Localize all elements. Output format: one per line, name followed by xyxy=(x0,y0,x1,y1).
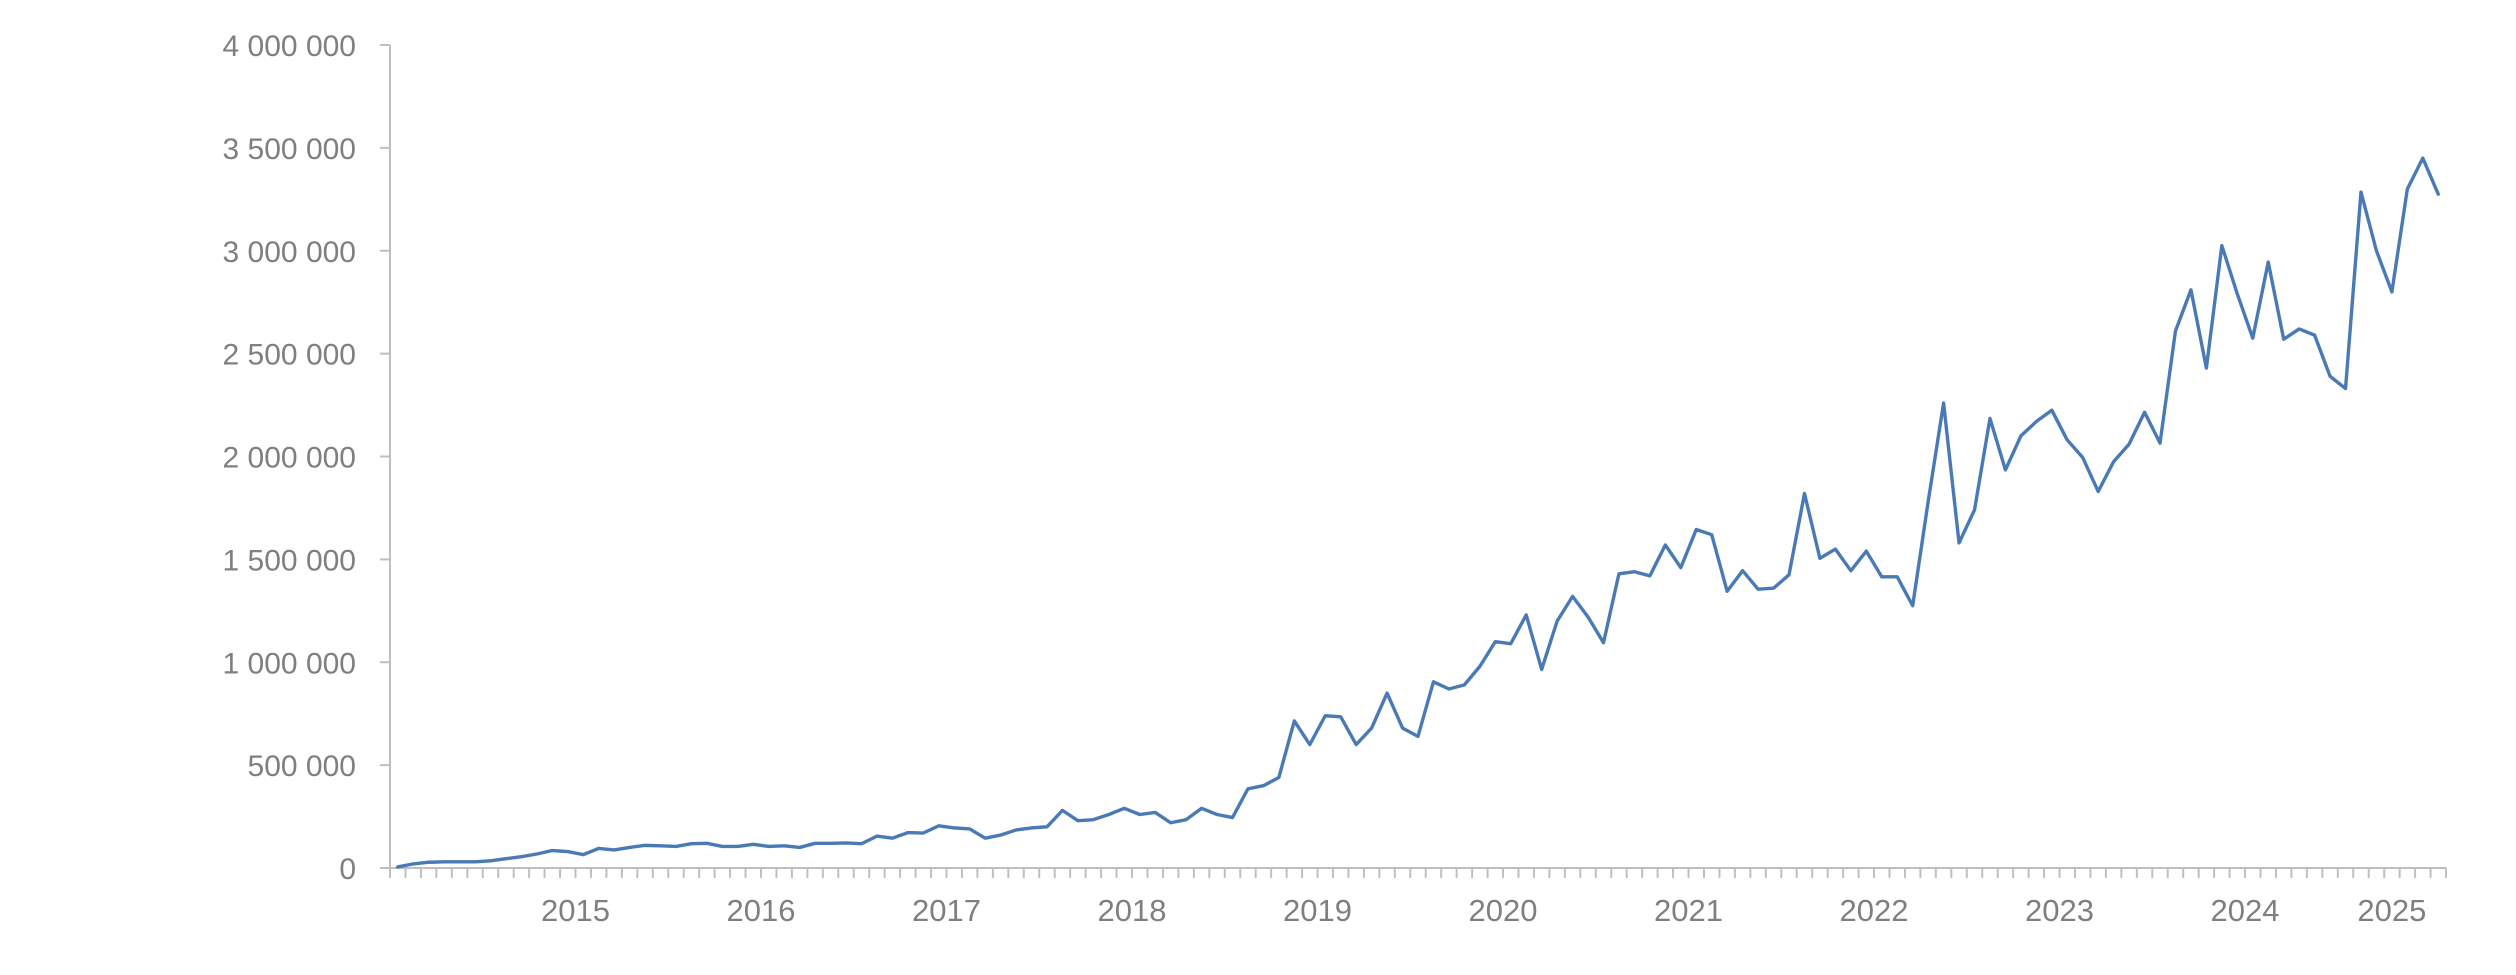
x-tick-label: 2017 xyxy=(912,893,981,928)
series-group xyxy=(396,156,2440,869)
y-tick-label: 2 000 000 xyxy=(223,442,356,475)
x-tick-label: 2022 xyxy=(1840,893,1909,928)
x-tick-label: 2016 xyxy=(727,893,796,928)
x-tick-label: 2021 xyxy=(1654,893,1723,928)
x-tick-label: 2023 xyxy=(2025,893,2094,928)
y-tick-label: 0 xyxy=(339,853,356,886)
x-tick-label: 2025 xyxy=(2357,893,2426,928)
y-tick-label: 3 000 000 xyxy=(223,236,356,269)
y-tick-label: 500 000 xyxy=(248,750,356,783)
y-tick-label: 1 500 000 xyxy=(223,544,356,577)
y-tick-label: 3 500 000 xyxy=(223,133,356,166)
y-tick-label: 1 000 000 xyxy=(223,647,356,680)
y-axis: 0 500 000 1 000 000 1 500 000 2 000 000 2 500… xyxy=(223,30,391,886)
x-tick-label: 2015 xyxy=(541,893,610,928)
series-line xyxy=(396,156,2440,869)
x-tick-label: 2020 xyxy=(1469,893,1538,928)
x-tick-label: 2018 xyxy=(1098,893,1167,928)
x-tick-label: 2024 xyxy=(2211,893,2280,928)
y-tick-label: 2 500 000 xyxy=(223,339,356,372)
x-tick-label: 2019 xyxy=(1283,893,1352,928)
y-tick-label: 4 000 000 xyxy=(223,30,356,63)
x-axis: 2015 2016 2017 2018 2019 2020 2021 2022 2023 2024… xyxy=(389,867,2447,928)
